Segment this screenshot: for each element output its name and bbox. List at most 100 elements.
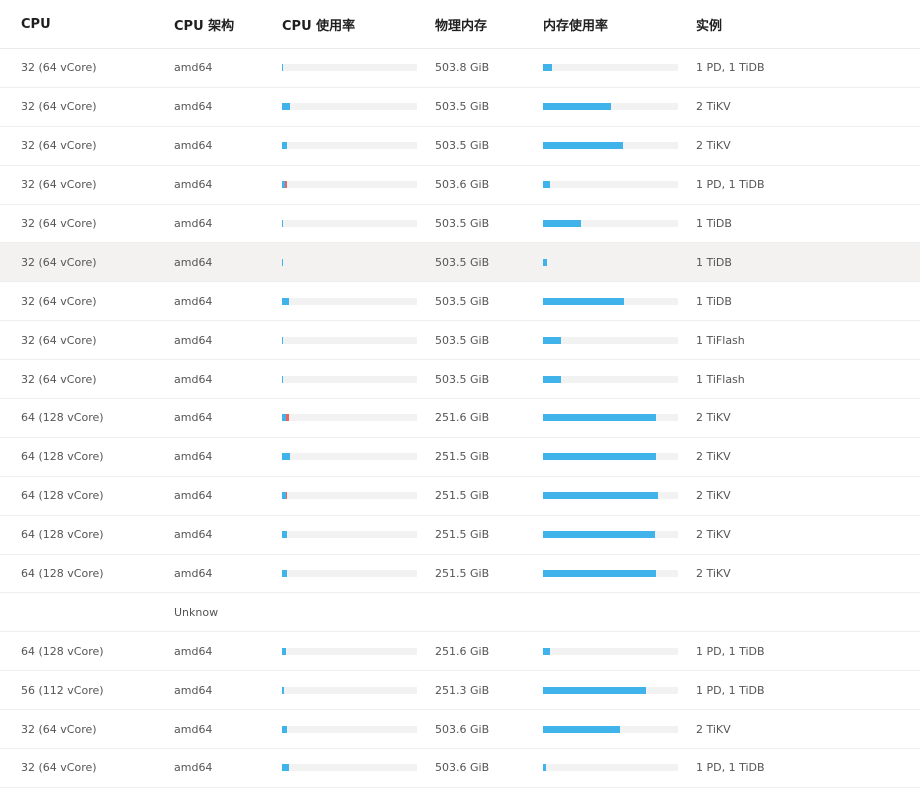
header-cpu-usage[interactable]: CPU 使用率 [282,18,356,34]
memory-cell: 251.5 GiB [435,567,490,581]
arch-cell: amd64 [174,372,213,386]
memory-cell: 503.5 GiB [435,100,490,114]
mem-usage-bar-fill [543,181,550,189]
memory-cell: 503.8 GiB [435,61,490,75]
cpu-usage-cell [282,181,435,189]
arch-cell: amd64 [174,528,213,542]
mem-usage-cell [543,181,696,189]
cpu-usage-bar [282,531,417,539]
mem-usage-cell [543,686,696,694]
arch-cell: amd64 [174,644,213,658]
cpu-usage-cell [282,725,435,733]
cpu-usage-cell [282,375,435,383]
cpu-usage-bar-fill [282,142,288,150]
arch-cell: amd64 [174,567,213,581]
cpu-usage-cell [282,220,435,227]
memory-cell: 503.5 GiB [435,139,490,153]
instances-cell: 2 TiKV [696,100,731,114]
table-row[interactable]: 64 (128 vCore) amd64 251.6 GiB 2 TiKV [0,399,920,438]
cpu-usage-cell [282,686,435,694]
table-row[interactable]: 64 (128 vCore) amd64 251.5 GiB 2 TiKV [0,516,920,555]
instances-cell: 1 TiFlash [696,372,745,386]
mem-usage-bar-fill [543,64,553,72]
cpu-cell: 32 (64 vCore) [21,217,97,230]
table-row[interactable]: 32 (64 vCore) amd64 503.8 GiB 1 PD, 1 TiDB [0,49,920,88]
mem-usage-bar-fill [543,764,546,772]
table-row[interactable]: 32 (64 vCore) amd64 503.5 GiB 1 TiDB [0,205,920,244]
cpu-usage-bar-fill [282,453,291,461]
mem-usage-bar [543,181,678,189]
mem-usage-bar [543,531,678,539]
table-row[interactable]: 64 (128 vCore) amd64 251.5 GiB 2 TiKV [0,477,920,516]
mem-usage-bar [543,336,678,344]
table-row[interactable]: 32 (64 vCore) amd64 503.5 GiB 1 TiDB [0,282,920,322]
mem-usage-bar-fill [543,414,657,422]
mem-usage-cell [543,453,696,461]
cpu-usage-bar [282,375,417,383]
header-mem-usage[interactable]: 内存使用率 [543,18,609,34]
instances-cell: 1 TiFlash [696,333,745,347]
cpu-usage-cell [282,103,435,111]
arch-cell: amd64 [174,100,213,114]
cpu-usage-cell [282,492,435,500]
table-row[interactable]: 32 (64 vCore) amd64 503.5 GiB 1 TiDB [0,243,920,283]
mem-usage-cell [543,725,696,733]
instances-cell: 1 TiDB [696,294,732,308]
cpu-cell: 32 (64 vCore) [21,294,97,308]
arch-cell: amd64 [174,333,213,347]
cpu-usage-bar [282,414,417,422]
memory-cell: 503.6 GiB [435,178,490,192]
table-row[interactable]: 32 (64 vCore) amd64 503.5 GiB 1 TiFlash [0,321,920,361]
mem-usage-bar [543,142,678,150]
cpu-usage-bar-system-fill [286,414,289,422]
cpu-usage-bar [282,142,417,150]
memory-cell: 503.6 GiB [435,761,490,775]
arch-cell: amd64 [174,294,213,308]
instances-cell: 2 TiKV [696,411,731,425]
mem-usage-bar [543,453,678,461]
cpu-usage-cell [282,336,435,344]
table-row[interactable]: 64 (128 vCore) amd64 251.5 GiB 2 TiKV [0,438,920,477]
arch-cell: amd64 [174,411,213,425]
cpu-usage-bar [282,492,417,500]
header-memory[interactable]: 物理内存 [435,18,488,34]
mem-usage-cell [543,142,696,150]
table-row[interactable]: 32 (64 vCore) amd64 503.6 GiB 1 PD, 1 TiDB [0,166,920,205]
instances-cell: 1 PD, 1 TiDB [696,683,765,697]
cpu-cell: 64 (128 vCore) [21,450,104,464]
header-instances[interactable]: 实例 [696,18,723,34]
memory-cell: 503.5 GiB [435,372,490,386]
header-cpu[interactable]: CPU [21,16,51,32]
cpu-usage-bar-fill [282,570,288,578]
arch-cell: amd64 [174,178,213,192]
header-arch[interactable]: CPU 架构 [174,18,235,34]
mem-usage-bar [543,64,678,72]
table-row[interactable]: 32 (64 vCore) amd64 503.5 GiB 1 TiFlash [0,360,920,400]
cpu-usage-bar [282,220,417,227]
instances-cell: 1 TiDB [696,255,732,269]
mem-usage-bar [543,297,678,305]
table-row[interactable]: Unknow [0,593,920,633]
table-row[interactable]: 32 (64 vCore) amd64 503.6 GiB 1 PD, 1 TiDB [0,749,920,788]
memory-cell: 251.5 GiB [435,528,490,542]
mem-usage-bar [543,686,678,694]
cpu-usage-cell [282,297,435,305]
table-row[interactable]: 56 (112 vCore) amd64 251.3 GiB 1 PD, 1 TiDB [0,671,920,711]
table-row[interactable]: 32 (64 vCore) amd64 503.6 GiB 2 TiKV [0,710,920,750]
table-row[interactable]: 32 (64 vCore) amd64 503.5 GiB 2 TiKV [0,88,920,127]
mem-usage-bar [543,375,678,383]
cpu-usage-bar-fill [282,725,288,733]
cpu-usage-bar-fill [282,492,287,500]
cpu-usage-bar-fill [282,647,287,655]
cpu-usage-cell [282,64,435,72]
table-row[interactable]: 64 (128 vCore) amd64 251.5 GiB 2 TiKV [0,555,920,594]
table-row[interactable]: 64 (128 vCore) amd64 251.6 GiB 1 PD, 1 TiDB [0,632,920,672]
arch-cell: amd64 [174,683,213,697]
memory-cell: 503.5 GiB [435,333,490,347]
instances-cell: 1 PD, 1 TiDB [696,61,765,75]
table-row[interactable]: 32 (64 vCore) amd64 503.5 GiB 2 TiKV [0,127,920,166]
cpu-usage-cell [282,414,435,422]
mem-usage-cell [543,647,696,655]
mem-usage-bar [543,414,678,422]
mem-usage-cell [543,258,696,266]
